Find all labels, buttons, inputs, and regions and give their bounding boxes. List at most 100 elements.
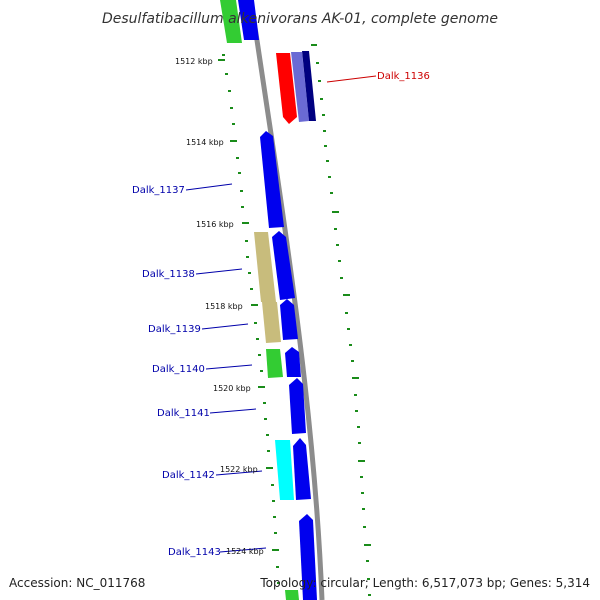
gene-label-dalk-1139[interactable]: Dalk_1139: [148, 324, 201, 335]
major-ticks: [218, 59, 279, 551]
tick-label-1524: 1524 kbp: [226, 547, 264, 556]
minor-tick: [248, 272, 251, 274]
tick-label-1522: 1522 kbp: [220, 465, 258, 474]
minor-tick: [347, 328, 350, 330]
outer-ticks: [311, 44, 371, 596]
gene-dalk-1140[interactable]: [285, 347, 301, 377]
inner-ticks: [222, 54, 280, 584]
gene-navy[interactable]: [302, 51, 316, 121]
gene-khaki-2[interactable]: [262, 302, 281, 343]
outer-strand-genes: [276, 51, 316, 124]
leader-dalk-1136: [326, 75, 377, 83]
minor-tick: [336, 244, 339, 246]
gene-dalk-1141[interactable]: [289, 378, 306, 434]
outer-major-tick: [364, 544, 371, 546]
gene-label-dalk-1140[interactable]: Dalk_1140: [152, 364, 205, 375]
minor-tick: [362, 508, 365, 510]
inner-strand-genes: [220, 0, 317, 600]
genome-backbone: [248, 0, 325, 600]
gene-dalk-1143[interactable]: [299, 514, 317, 600]
leader-dalk-1137: [185, 183, 233, 191]
outer-major-tick: [311, 44, 317, 46]
outer-major-tick: [352, 377, 359, 379]
minor-tick: [228, 90, 231, 92]
outer-major-tick: [343, 294, 350, 296]
minor-tick: [260, 370, 263, 372]
minor-tick: [326, 160, 329, 162]
gene-dalk-1136[interactable]: [276, 53, 297, 124]
gene-label-dalk-1143[interactable]: Dalk_1143: [168, 547, 221, 558]
minor-tick: [360, 476, 363, 478]
minor-tick: [330, 192, 333, 194]
minor-tick: [258, 354, 261, 356]
gene-bottom-green[interactable]: [285, 590, 299, 600]
gene-dalk-1139[interactable]: [280, 299, 298, 340]
gene-block-top-blue[interactable]: [238, 0, 259, 40]
gene-green-small[interactable]: [266, 349, 283, 378]
minor-tick: [366, 560, 369, 562]
minor-tick: [323, 130, 326, 132]
major-tick: [258, 386, 265, 388]
gene-khaki-1[interactable]: [254, 232, 276, 302]
gene-label-dalk-1138[interactable]: Dalk_1138: [142, 269, 195, 280]
outer-major-tick: [332, 211, 339, 213]
minor-tick: [264, 418, 267, 420]
gene-label-dalk-1141[interactable]: Dalk_1141: [157, 408, 210, 419]
gene-periwinkle[interactable]: [291, 52, 309, 122]
leader-dalk-1139: [201, 323, 249, 330]
minor-tick: [276, 566, 279, 568]
minor-tick: [246, 256, 249, 258]
genome-summary-text: Topology: circular; Length: 6,517,073 bp…: [259, 576, 590, 590]
leader-lines: [185, 75, 377, 553]
major-tick: [230, 140, 237, 142]
minor-tick: [320, 98, 323, 100]
gene-cyan[interactable]: [275, 440, 294, 500]
minor-tick: [354, 394, 357, 396]
leader-dalk-1143: [219, 547, 267, 553]
minor-tick: [240, 190, 243, 192]
minor-tick: [254, 322, 257, 324]
minor-tick: [345, 312, 348, 314]
accession-text: Accession: NC_011768: [9, 576, 145, 590]
minor-tick: [316, 62, 319, 64]
minor-tick: [277, 582, 280, 584]
major-tick: [242, 222, 249, 224]
minor-tick: [355, 410, 358, 412]
gene-label-dalk-1142[interactable]: Dalk_1142: [162, 470, 215, 481]
gene-label-dalk-1137[interactable]: Dalk_1137: [132, 185, 185, 196]
minor-tick: [232, 123, 235, 125]
minor-tick: [274, 532, 277, 534]
gene-dalk-1142[interactable]: [293, 438, 311, 500]
major-tick: [266, 467, 273, 469]
minor-tick: [272, 500, 275, 502]
minor-tick: [256, 338, 259, 340]
minor-tick: [318, 80, 321, 82]
gene-block-top-green[interactable]: [220, 0, 242, 43]
tick-label-1512: 1512 kbp: [175, 57, 213, 66]
minor-tick: [273, 516, 276, 518]
minor-tick: [338, 260, 341, 262]
leader-dalk-1140: [205, 364, 253, 370]
minor-tick: [263, 402, 266, 404]
minor-tick: [266, 434, 269, 436]
gene-dalk-1137[interactable]: [260, 131, 284, 228]
minor-tick: [238, 172, 241, 174]
major-tick: [218, 59, 225, 61]
minor-tick: [328, 176, 331, 178]
minor-tick: [250, 288, 253, 290]
minor-tick: [363, 526, 366, 528]
minor-tick: [225, 73, 228, 75]
minor-tick: [340, 277, 343, 279]
minor-tick: [236, 157, 239, 159]
minor-tick: [241, 206, 244, 208]
minor-tick: [271, 484, 274, 486]
gene-dalk-1138[interactable]: [272, 231, 295, 300]
minor-tick: [324, 145, 327, 147]
minor-tick: [245, 240, 248, 242]
gene-labels: Dalk_1136 Dalk_1137 Dalk_1138 Dalk_1139 …: [132, 71, 430, 558]
gene-label-dalk-1136[interactable]: Dalk_1136: [377, 71, 430, 82]
tick-label-1518: 1518 kbp: [205, 302, 243, 311]
tick-label-1516: 1516 kbp: [196, 220, 234, 229]
minor-tick: [367, 578, 370, 580]
